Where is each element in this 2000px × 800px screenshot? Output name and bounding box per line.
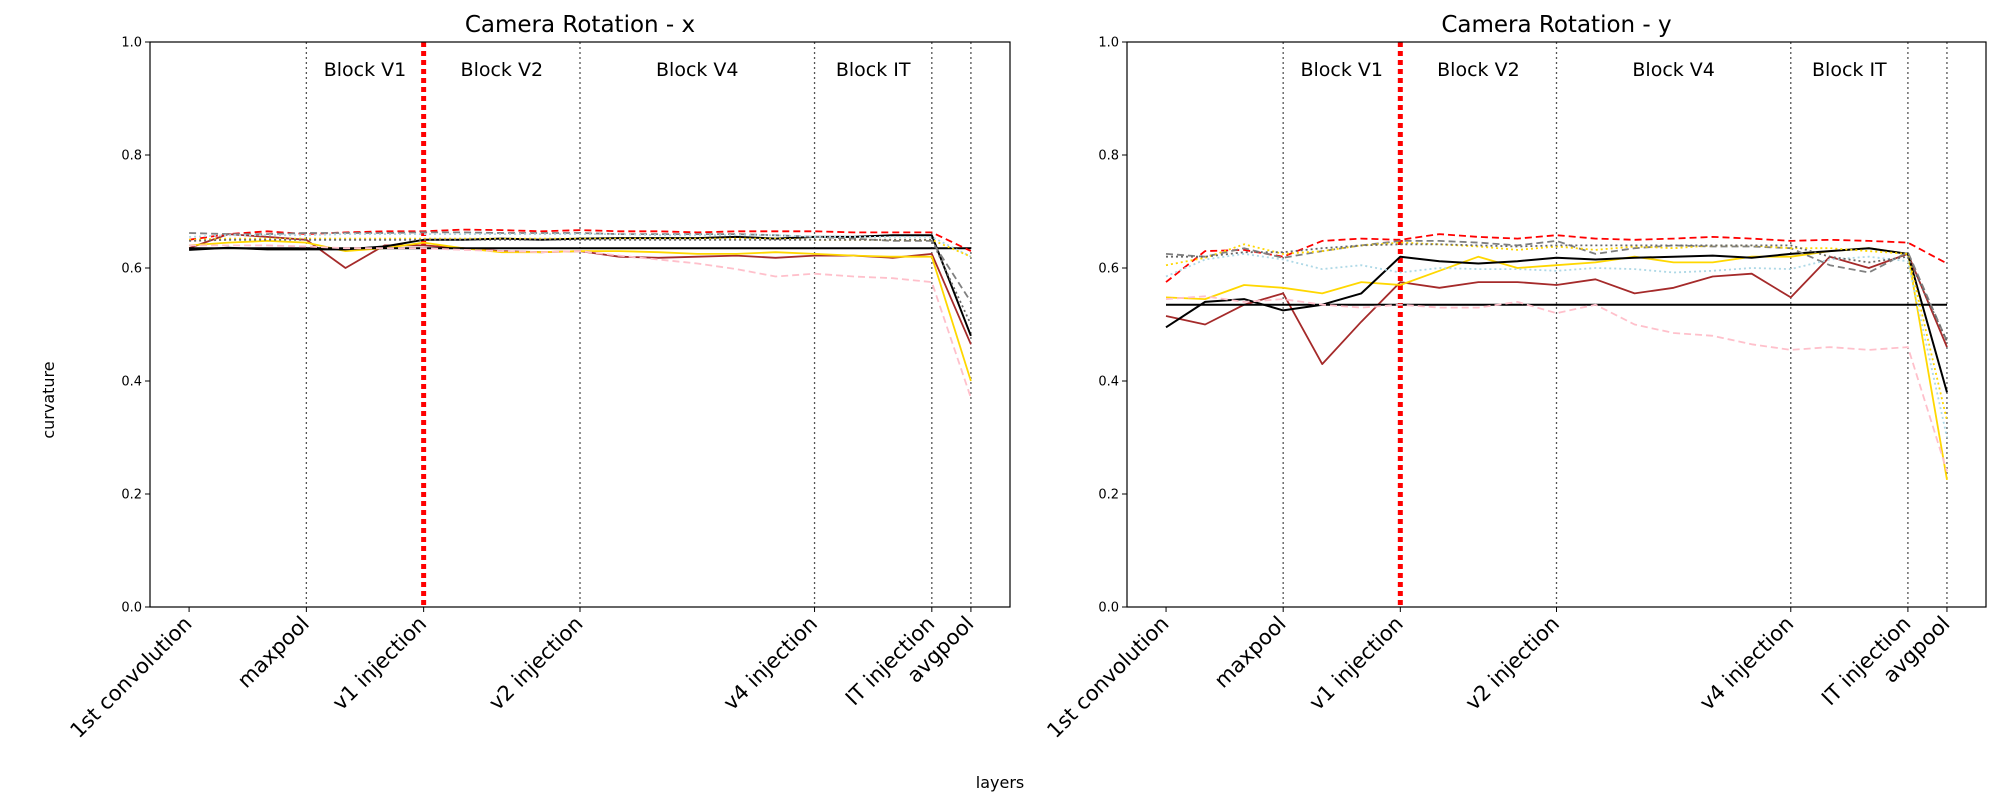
block-label: Block V4 (656, 59, 739, 81)
block-label: Block V4 (1632, 59, 1715, 81)
x-tick-label: maxpool (233, 612, 314, 693)
series-line (189, 233, 972, 258)
series-line (188, 228, 972, 252)
y-axis-label: curvature (39, 361, 58, 438)
series-line (1165, 233, 1948, 283)
y-tick-label: 1.0 (121, 36, 142, 51)
panel-camera-rotation-y: Camera Rotation - y 0.0 0.2 0.4 0.6 0.8 1.0 Blo… (1042, 12, 1987, 743)
series-line (1166, 243, 1948, 342)
y-tick-label: 1.0 (1098, 36, 1119, 51)
chart-title: Camera Rotation - x (465, 12, 695, 38)
series-line (1165, 252, 1948, 366)
series-line (1165, 239, 1948, 342)
x-tick-label: 1st convolution (65, 612, 196, 743)
x-tick-label: 1st convolution (1042, 612, 1173, 743)
y-tick-label: 0.0 (1098, 601, 1119, 616)
y-tick-label: 0.6 (121, 262, 142, 277)
block-label: Block IT (1812, 59, 1887, 81)
x-tick-label: v4 injection (1695, 612, 1798, 715)
y-tick-label: 0.6 (1098, 262, 1119, 277)
series-line (189, 238, 972, 325)
block-label: Block IT (836, 59, 911, 81)
series-line (1165, 252, 1948, 438)
y-tick-label: 0.0 (121, 601, 142, 616)
panel-camera-rotation-x: Camera Rotation - x 0.0 0.2 0.4 0.6 0.8 1.0 Blo… (65, 12, 1011, 743)
y-tick-label: 0.8 (1098, 149, 1119, 164)
chart-title: Camera Rotation - y (1441, 12, 1671, 38)
x-tick-label: v1 injection (1305, 612, 1408, 715)
y-tick-label: 0.8 (121, 149, 142, 164)
x-tick-label: v4 injection (719, 612, 822, 715)
block-label: Block V2 (461, 59, 544, 81)
y-tick-label: 0.2 (121, 488, 142, 503)
x-axis-label: layers (976, 773, 1024, 792)
x-tick-label: maxpool (1210, 612, 1291, 693)
y-tick-label: 0.2 (1098, 488, 1119, 503)
series-line (189, 239, 972, 382)
x-tick-label: v2 injection (484, 612, 587, 715)
x-tick-label: v1 injection (328, 612, 431, 715)
block-label: Block V1 (1300, 59, 1383, 81)
series-line (1165, 295, 1948, 472)
y-tick-label: 0.4 (121, 375, 142, 390)
block-label: Block V2 (1437, 59, 1520, 81)
series-line (1165, 241, 1948, 421)
y-tick-label: 0.4 (1098, 375, 1119, 390)
block-label: Block V1 (324, 59, 407, 81)
x-tick-label: v2 injection (1461, 612, 1564, 715)
series-line (1165, 247, 1948, 393)
series-line (189, 231, 972, 303)
series-line (189, 244, 972, 399)
